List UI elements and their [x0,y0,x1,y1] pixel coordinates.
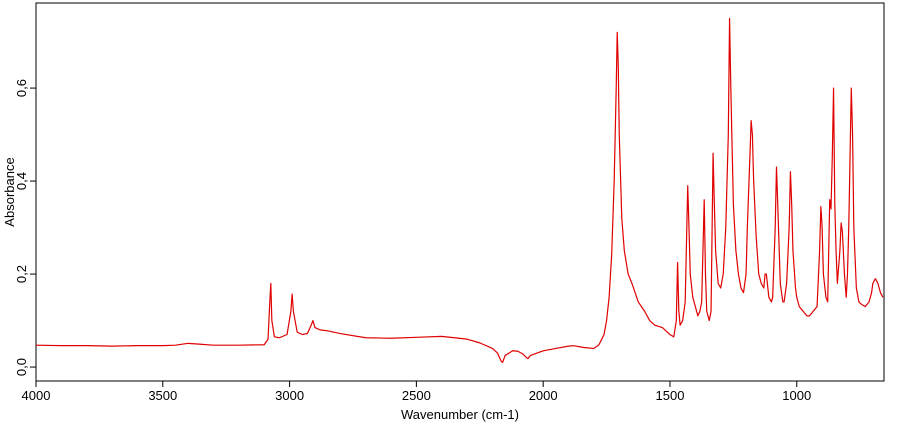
plot-frame [35,2,885,382]
x-tick-label: 2500 [402,388,431,403]
y-tick-label: 0,0 [14,358,29,376]
spectrum-line [35,17,884,363]
x-tick-label: 4000 [22,388,51,403]
y-axis-title: Absorbance [2,157,17,226]
x-tick-label: 3000 [275,388,304,403]
y-tick-label: 0,2 [14,265,29,283]
x-tick-label: 1500 [656,388,685,403]
y-tick-label: 0,4 [14,172,29,190]
y-tick-label: 0,6 [14,79,29,97]
x-tick-label: 2000 [529,388,558,403]
x-tick-label: 3500 [148,388,177,403]
x-tick-label: 1000 [782,388,811,403]
x-axis-title: Wavenumber (cm-1) [401,407,519,422]
